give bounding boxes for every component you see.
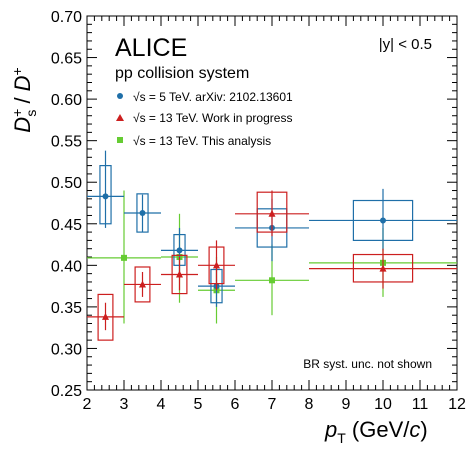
y-axis-label: D+s / D+: [9, 67, 39, 133]
chart-title: ALICE: [115, 34, 187, 62]
x-tick-label: 3: [120, 396, 129, 413]
legend-marker-13tev-analysis: [117, 137, 123, 143]
data-point: [379, 264, 387, 272]
x-tick-label: 5: [194, 396, 203, 413]
data-point: [102, 193, 109, 200]
legend-label-5tev: √s = 5 TeV. arXiv: 2102.13601: [133, 90, 293, 104]
y-tick-label: 0.40: [51, 258, 82, 275]
chart-subtitle: pp collision system: [115, 65, 249, 82]
data-point: [139, 280, 146, 288]
y-tick-label: 0.30: [51, 341, 82, 358]
y-tick-label: 0.25: [51, 383, 82, 400]
rapidity-label: |y| < 0.5: [379, 36, 432, 53]
data-point: [269, 277, 275, 284]
data-point: [121, 254, 127, 261]
axis-tick-labels: 2 3 4 5 6 7 8 9 10 11 12 0.25 0.30 0.35 0.40 0.45 0.50 0.…: [51, 9, 466, 413]
axis-ticks: [86, 15, 458, 391]
y-tick-label: 0.50: [51, 175, 82, 192]
data-point: [268, 209, 276, 217]
x-tick-label: 11: [412, 396, 429, 413]
data-point: [176, 270, 183, 278]
x-tick-label: 8: [305, 396, 314, 413]
legend-label-13tev-wip: √s = 13 TeV. Work in progress: [133, 111, 292, 125]
y-tick-label: 0.65: [51, 51, 82, 68]
data-point: [213, 261, 220, 269]
data-point: [176, 247, 183, 254]
data-point: [139, 209, 146, 216]
legend-marker-5tev: [117, 93, 123, 99]
y-tick-label: 0.55: [51, 134, 82, 151]
br-note: BR syst. unc. not shown: [303, 357, 432, 371]
svg-text:D+s / D+: D+s / D+: [9, 67, 39, 133]
y-tick-label: 0.60: [51, 92, 82, 109]
x-tick-label: 2: [83, 396, 92, 413]
x-tick-label: 6: [231, 396, 240, 413]
series-triangle: [87, 190, 457, 341]
svg-text:pT (GeV/c): pT (GeV/c): [324, 417, 428, 446]
x-tick-label: 9: [342, 396, 351, 413]
data-marks: [87, 150, 457, 341]
x-tick-label: 10: [374, 396, 392, 413]
y-tick-label: 0.70: [51, 9, 82, 26]
x-tick-label: 7: [268, 396, 277, 413]
x-tick-label: 12: [448, 396, 466, 413]
legend: √s = 5 TeV. arXiv: 2102.13601 √s = 13 Te…: [116, 90, 293, 148]
legend-label-13tev-analysis: √s = 13 TeV. This analysis: [133, 134, 271, 148]
data-point: [380, 217, 386, 224]
x-axis-label: pT (GeV/c): [324, 417, 428, 446]
y-tick-label: 0.35: [51, 300, 82, 317]
x-tick-label: 4: [157, 396, 166, 413]
data-point: [102, 312, 109, 320]
legend-marker-13tev-wip: [116, 114, 124, 121]
y-tick-label: 0.45: [51, 217, 82, 234]
